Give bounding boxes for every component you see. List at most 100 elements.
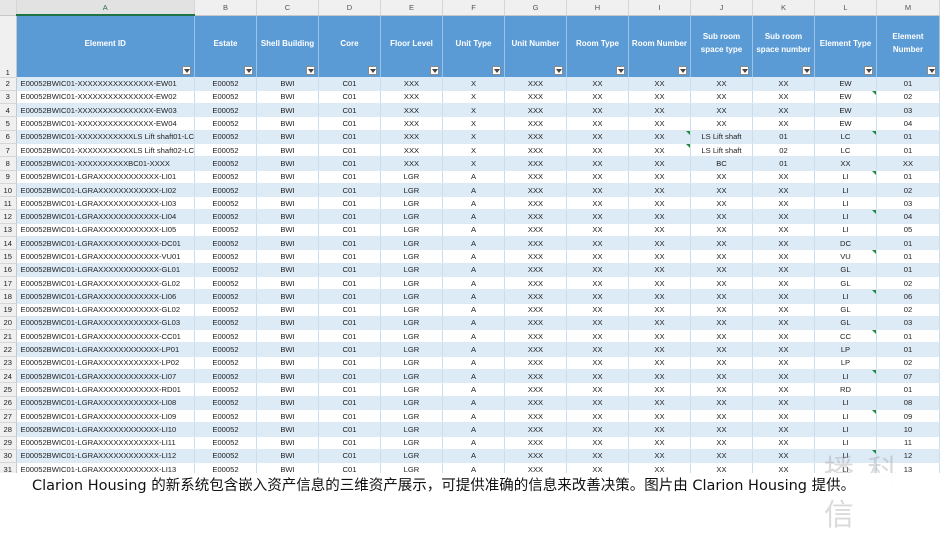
table-cell[interactable]: A bbox=[442, 422, 505, 437]
table-cell[interactable]: XX bbox=[752, 77, 815, 91]
table-cell[interactable]: LGR bbox=[380, 303, 443, 317]
table-cell[interactable]: XXX bbox=[504, 436, 567, 450]
table-cell[interactable]: 02 bbox=[876, 183, 940, 198]
table-cell[interactable]: XXX bbox=[380, 90, 443, 105]
table-cell[interactable]: XX bbox=[752, 409, 815, 424]
table-cell[interactable]: A bbox=[442, 303, 505, 317]
table-cell[interactable]: XXX bbox=[504, 249, 567, 264]
table-cell[interactable]: LI bbox=[814, 369, 877, 384]
column-header-m[interactable]: M bbox=[876, 0, 940, 16]
element-id-cell[interactable]: E00052BWIC01-LGRAXXXXXXXXXXXX-LI06 bbox=[16, 289, 195, 304]
table-cell[interactable]: BWI bbox=[256, 130, 319, 144]
table-cell[interactable]: LI bbox=[814, 196, 877, 211]
table-cell[interactable]: 02 bbox=[876, 276, 940, 291]
table-cell[interactable]: A bbox=[442, 183, 505, 198]
table-cell[interactable]: XX bbox=[690, 342, 753, 357]
table-cell[interactable]: E00052 bbox=[194, 116, 257, 131]
row-number[interactable]: 11 bbox=[0, 196, 17, 211]
table-cell[interactable]: XX bbox=[628, 116, 691, 131]
table-cell[interactable]: XXX bbox=[504, 422, 567, 437]
table-cell[interactable]: XX bbox=[814, 156, 877, 171]
column-header-c[interactable]: C bbox=[256, 0, 319, 16]
filter-dropdown-icon[interactable] bbox=[801, 66, 811, 75]
table-cell[interactable]: 01 bbox=[876, 342, 940, 357]
table-cell[interactable]: XX bbox=[690, 249, 753, 264]
table-cell[interactable]: XXX bbox=[504, 449, 567, 464]
row-number[interactable]: 1 bbox=[0, 15, 17, 78]
table-cell[interactable]: XX bbox=[690, 369, 753, 384]
table-cell[interactable]: LGR bbox=[380, 382, 443, 397]
column-header-j[interactable]: J bbox=[690, 0, 753, 16]
table-cell[interactable]: XX bbox=[566, 329, 629, 344]
element-id-cell[interactable]: E00052BWIC01-XXXXXXXXXXXXXXX-EW04 bbox=[16, 116, 195, 131]
element-id-cell[interactable]: E00052BWIC01-LGRAXXXXXXXXXXXX-LI11 bbox=[16, 436, 195, 450]
table-cell[interactable]: BWI bbox=[256, 196, 319, 211]
column-header-i[interactable]: I bbox=[628, 0, 691, 16]
table-cell[interactable]: XX bbox=[628, 196, 691, 211]
row-number[interactable]: 2 bbox=[0, 77, 17, 91]
table-cell[interactable]: XX bbox=[752, 196, 815, 211]
table-cell[interactable]: XX bbox=[690, 462, 753, 473]
table-cell[interactable]: XXX bbox=[504, 236, 567, 251]
table-cell[interactable]: LGR bbox=[380, 342, 443, 357]
table-cell[interactable]: A bbox=[442, 342, 505, 357]
table-cell[interactable]: LI bbox=[814, 396, 877, 410]
table-cell[interactable]: 01 bbox=[876, 236, 940, 251]
row-number[interactable]: 25 bbox=[0, 382, 17, 397]
table-cell[interactable]: C01 bbox=[318, 289, 381, 304]
table-cell[interactable]: XX bbox=[690, 436, 753, 450]
table-cell[interactable]: XX bbox=[690, 263, 753, 277]
table-cell[interactable]: BWI bbox=[256, 329, 319, 344]
table-cell[interactable]: E00052 bbox=[194, 103, 257, 118]
table-cell[interactable]: A bbox=[442, 382, 505, 397]
table-cell[interactable]: 08 bbox=[876, 396, 940, 410]
element-id-cell[interactable]: E00052BWIC01-LGRAXXXXXXXXXXXX-LI03 bbox=[16, 196, 195, 211]
table-cell[interactable]: XX bbox=[566, 170, 629, 184]
table-cell[interactable]: 06 bbox=[876, 289, 940, 304]
table-cell[interactable]: XX bbox=[628, 369, 691, 384]
column-header-h[interactable]: H bbox=[566, 0, 629, 16]
table-cell[interactable]: XX bbox=[690, 409, 753, 424]
table-cell[interactable]: XXX bbox=[504, 342, 567, 357]
table-cell[interactable]: E00052 bbox=[194, 130, 257, 144]
table-cell[interactable]: BWI bbox=[256, 223, 319, 238]
row-number[interactable]: 21 bbox=[0, 329, 17, 344]
table-cell[interactable]: BWI bbox=[256, 462, 319, 473]
element-id-cell[interactable]: E00052BWIC01-LGRAXXXXXXXXXXXX-LP02 bbox=[16, 356, 195, 371]
table-cell[interactable]: 02 bbox=[752, 143, 815, 158]
table-cell[interactable]: C01 bbox=[318, 396, 381, 410]
table-cell[interactable]: E00052 bbox=[194, 436, 257, 450]
filter-dropdown-icon[interactable] bbox=[181, 66, 191, 75]
table-cell[interactable]: XX bbox=[752, 436, 815, 450]
table-cell[interactable]: XX bbox=[628, 156, 691, 171]
table-cell[interactable]: LP bbox=[814, 342, 877, 357]
table-cell[interactable]: XX bbox=[566, 436, 629, 450]
table-cell[interactable]: XX bbox=[628, 382, 691, 397]
element-id-cell[interactable]: E00052BWIC01-LGRAXXXXXXXXXXXX-LI10 bbox=[16, 422, 195, 437]
row-number[interactable]: 4 bbox=[0, 103, 17, 118]
table-cell[interactable]: C01 bbox=[318, 263, 381, 277]
table-cell[interactable]: E00052 bbox=[194, 462, 257, 473]
table-cell[interactable]: XX bbox=[752, 449, 815, 464]
table-cell[interactable]: XXX bbox=[504, 409, 567, 424]
table-cell[interactable]: XX bbox=[566, 90, 629, 105]
table-cell[interactable]: XX bbox=[628, 209, 691, 224]
row-number[interactable]: 24 bbox=[0, 369, 17, 384]
table-cell[interactable]: XX bbox=[690, 276, 753, 291]
table-cell[interactable]: C01 bbox=[318, 170, 381, 184]
table-cell[interactable]: E00052 bbox=[194, 170, 257, 184]
table-cell[interactable]: XX bbox=[752, 329, 815, 344]
table-cell[interactable]: C01 bbox=[318, 329, 381, 344]
table-cell[interactable]: X bbox=[442, 143, 505, 158]
table-cell[interactable]: X bbox=[442, 156, 505, 171]
table-cell[interactable]: XX bbox=[752, 289, 815, 304]
row-number[interactable]: 26 bbox=[0, 396, 17, 410]
element-id-cell[interactable]: E00052BWIC01-LGRAXXXXXXXXXXXX-GL01 bbox=[16, 263, 195, 277]
table-cell[interactable]: XX bbox=[690, 103, 753, 118]
table-cell[interactable]: XX bbox=[752, 263, 815, 277]
table-cell[interactable]: BWI bbox=[256, 90, 319, 105]
table-cell[interactable]: XX bbox=[566, 143, 629, 158]
table-cell[interactable]: E00052 bbox=[194, 329, 257, 344]
table-cell[interactable]: BWI bbox=[256, 263, 319, 277]
row-number[interactable]: 23 bbox=[0, 356, 17, 371]
